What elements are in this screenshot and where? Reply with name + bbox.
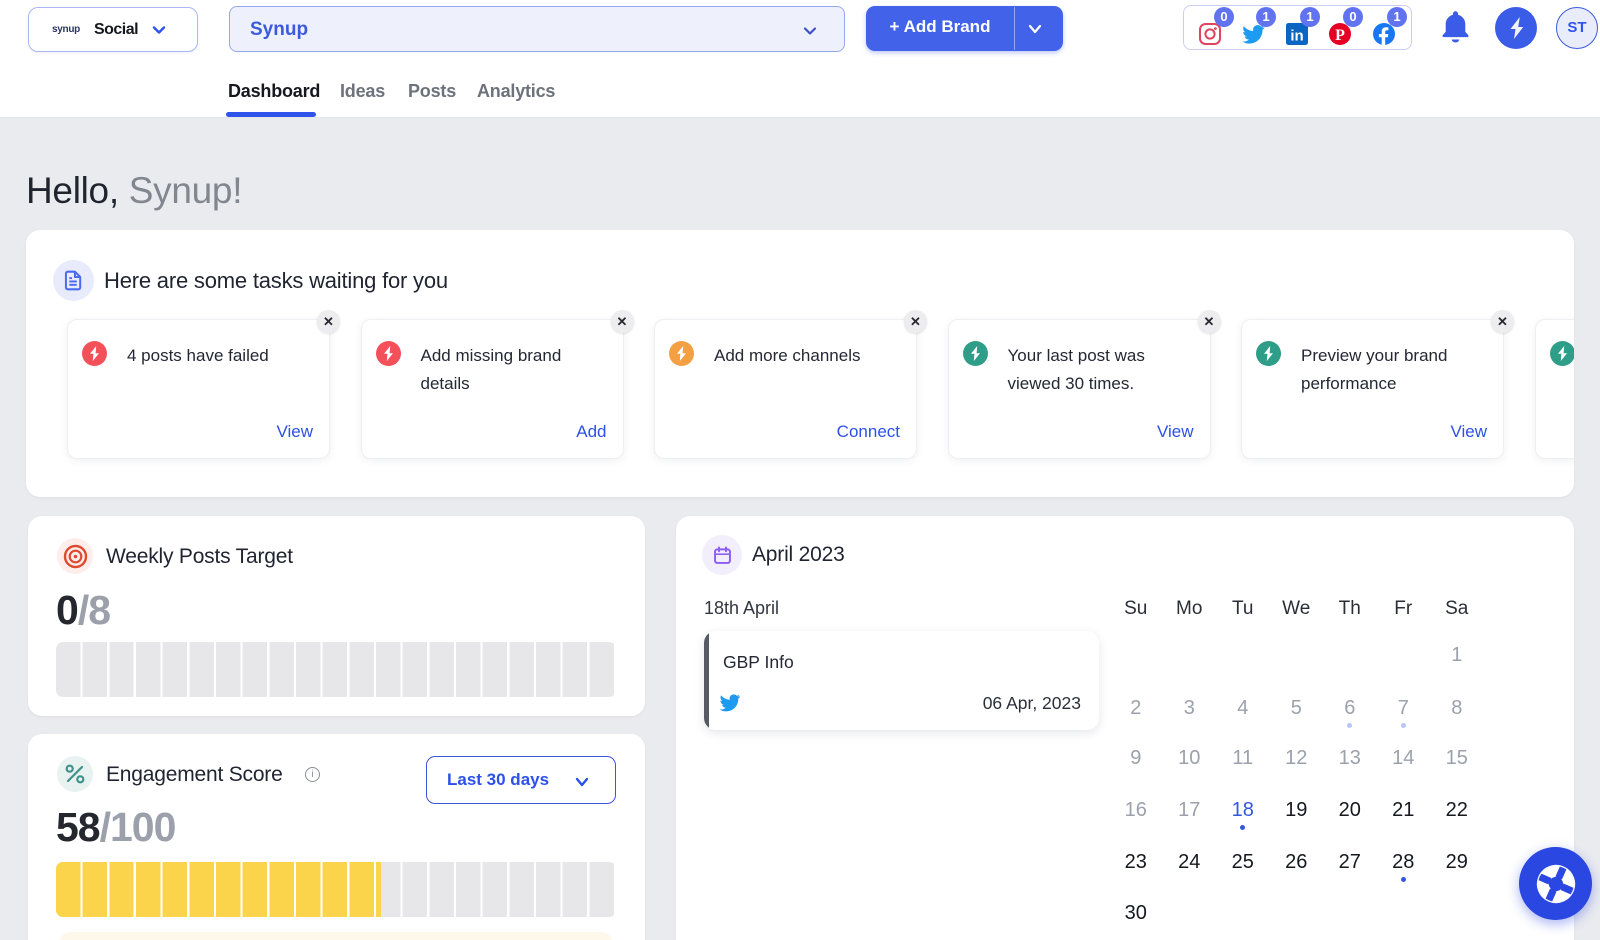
- svg-text:in: in: [1290, 28, 1303, 45]
- svg-text:P: P: [1335, 27, 1345, 44]
